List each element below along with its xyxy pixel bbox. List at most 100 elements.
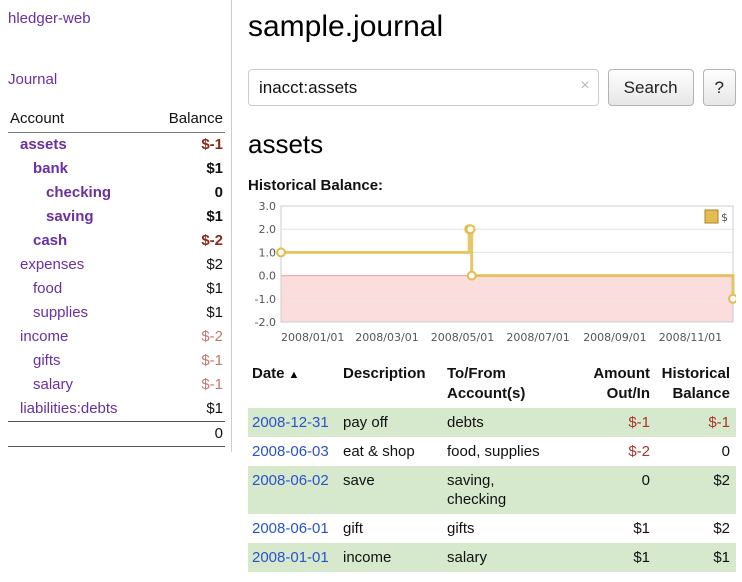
account-link[interactable]: saving (46, 208, 94, 225)
account-balance: $1 (206, 304, 223, 321)
chart-title: Historical Balance: (248, 177, 384, 194)
brand-link[interactable]: hledger-web (8, 10, 91, 27)
svg-text:1.0: 1.0 (259, 246, 277, 259)
account-row: salary $-1 (8, 373, 225, 397)
account-link[interactable]: liabilities:debts (20, 400, 118, 417)
account-link[interactable]: cash (33, 232, 68, 249)
transaction-balance: $-1 (656, 408, 736, 437)
register-row: 2008-06-02 save saving, checking 0 $2 (248, 466, 736, 514)
transaction-amount: $1 (633, 520, 650, 537)
account-balance: $1 (206, 280, 223, 297)
legend-swatch (704, 209, 719, 224)
transaction-date-link[interactable]: 2008-06-03 (252, 443, 329, 460)
transaction-accounts: debts (447, 408, 581, 437)
transaction-description: gift (343, 520, 364, 537)
account-row: bank $1 (8, 157, 225, 181)
transaction-description: eat & shop (343, 443, 415, 460)
accounts-col-account: Account (8, 106, 151, 133)
account-link[interactable]: gifts (33, 352, 61, 369)
register-header-row: Date ▲ Description To/From Account(s) Amount O… (248, 360, 736, 408)
page-title: sample.journal (248, 10, 444, 43)
account-balance: $-2 (201, 232, 223, 249)
transaction-amount: $-2 (628, 443, 650, 460)
account-row: saving $1 (8, 205, 225, 229)
legend-label: $ (721, 211, 728, 224)
register-col-description: Description (343, 365, 426, 382)
register-row: 2008-06-01 gift gifts $1 $2 (248, 514, 736, 543)
account-link[interactable]: food (33, 280, 63, 297)
account-row: assets $-1 (8, 133, 225, 158)
account-balance: $1 (206, 160, 223, 177)
svg-text:2008/03/01: 2008/03/01 (355, 331, 418, 344)
transaction-date-link[interactable]: 2008-12-31 (252, 414, 329, 431)
sort-asc-icon: ▲ (288, 369, 300, 381)
svg-text:2.0: 2.0 (259, 223, 277, 236)
account-link[interactable]: salary (33, 376, 74, 393)
account-balance: $2 (206, 256, 223, 273)
account-link[interactable]: assets (20, 136, 67, 153)
account-link[interactable]: supplies (33, 304, 89, 321)
account-balance: $-1 (201, 376, 223, 393)
account-balance: 0 (214, 184, 223, 201)
transaction-amount: 0 (581, 466, 656, 514)
nav-journal-link[interactable]: Journal (8, 71, 58, 88)
transaction-balance: 0 (721, 443, 730, 460)
account-row: cash $-2 (8, 229, 225, 253)
transaction-accounts: saving, checking (447, 466, 581, 514)
account-row: income $-2 (8, 325, 225, 349)
transaction-description: income (343, 543, 447, 572)
clear-search-icon[interactable]: × (580, 77, 590, 94)
accounts-header-row: Account Balance (8, 106, 225, 133)
transaction-accounts: gifts (447, 520, 475, 537)
register-table: Date ▲ Description To/From Account(s) Amount O… (248, 360, 736, 572)
historical-balance-chart: 3.0 2.0 1.0 0.0 -1.0 -2.0 2008/01/01 2008/03/01… (248, 200, 738, 350)
account-link[interactable]: bank (33, 160, 69, 177)
sidebar: hledger-web Journal Account Balance asse… (0, 0, 232, 452)
register-col-date[interactable]: Date ▲ (252, 365, 300, 382)
transaction-date-link[interactable]: 2008-01-01 (252, 549, 329, 566)
register-col-accounts: To/From Account(s) (447, 365, 526, 402)
svg-text:3.0: 3.0 (259, 200, 277, 213)
account-heading: assets (248, 129, 324, 159)
svg-text:2008/09/01: 2008/09/01 (583, 331, 646, 344)
transaction-balance: $2 (656, 466, 736, 514)
account-link[interactable]: checking (46, 184, 112, 201)
svg-text:2008/11/01: 2008/11/01 (659, 331, 722, 344)
transaction-balance: $2 (713, 520, 730, 537)
transaction-accounts: salary (447, 543, 581, 572)
account-balance: $-2 (201, 328, 223, 345)
transaction-date-link[interactable]: 2008-06-02 (252, 472, 329, 489)
account-balance: $-1 (201, 136, 223, 153)
search-input[interactable] (248, 69, 599, 106)
accounts-col-balance: Balance (150, 106, 225, 133)
account-row: food $1 (8, 277, 225, 301)
svg-text:-1.0: -1.0 (255, 293, 276, 306)
account-row: expenses $2 (8, 253, 225, 277)
main-content: sample.journal × Search ? assets Histori… (248, 0, 738, 572)
account-row: checking 0 (8, 181, 225, 205)
search-button[interactable]: Search (607, 69, 694, 106)
account-link[interactable]: income (20, 328, 69, 345)
svg-text:2008/05/01: 2008/05/01 (431, 331, 494, 344)
svg-text:2008/07/01: 2008/07/01 (506, 331, 569, 344)
transaction-date-link[interactable]: 2008-06-01 (252, 520, 329, 537)
transaction-amount: $1 (581, 543, 656, 572)
account-balance: $1 (206, 208, 223, 225)
svg-text:-2.0: -2.0 (255, 316, 276, 329)
accounts-total-row: 0 (8, 421, 225, 447)
transaction-amount: $-1 (581, 408, 656, 437)
accounts-table: Account Balance assets $-1 bank $1 checking 0… (8, 106, 225, 447)
accounts-total: 0 (150, 421, 225, 447)
account-balance: $1 (206, 400, 223, 417)
register-col-amount: Amount Out/In (593, 365, 650, 402)
chart-svg: 3.0 2.0 1.0 0.0 -1.0 -2.0 2008/01/01 2008/03/01… (255, 200, 738, 344)
transaction-accounts: food, supplies (447, 443, 540, 460)
account-link[interactable]: expenses (20, 256, 85, 273)
account-row: liabilities:debts $1 (8, 397, 225, 422)
register-col-balance: Historical Balance (661, 365, 730, 402)
account-balance: $-1 (201, 352, 223, 369)
account-row: gifts $-1 (8, 349, 225, 373)
help-button[interactable]: ? (702, 69, 736, 106)
svg-text:0.0: 0.0 (259, 270, 277, 283)
